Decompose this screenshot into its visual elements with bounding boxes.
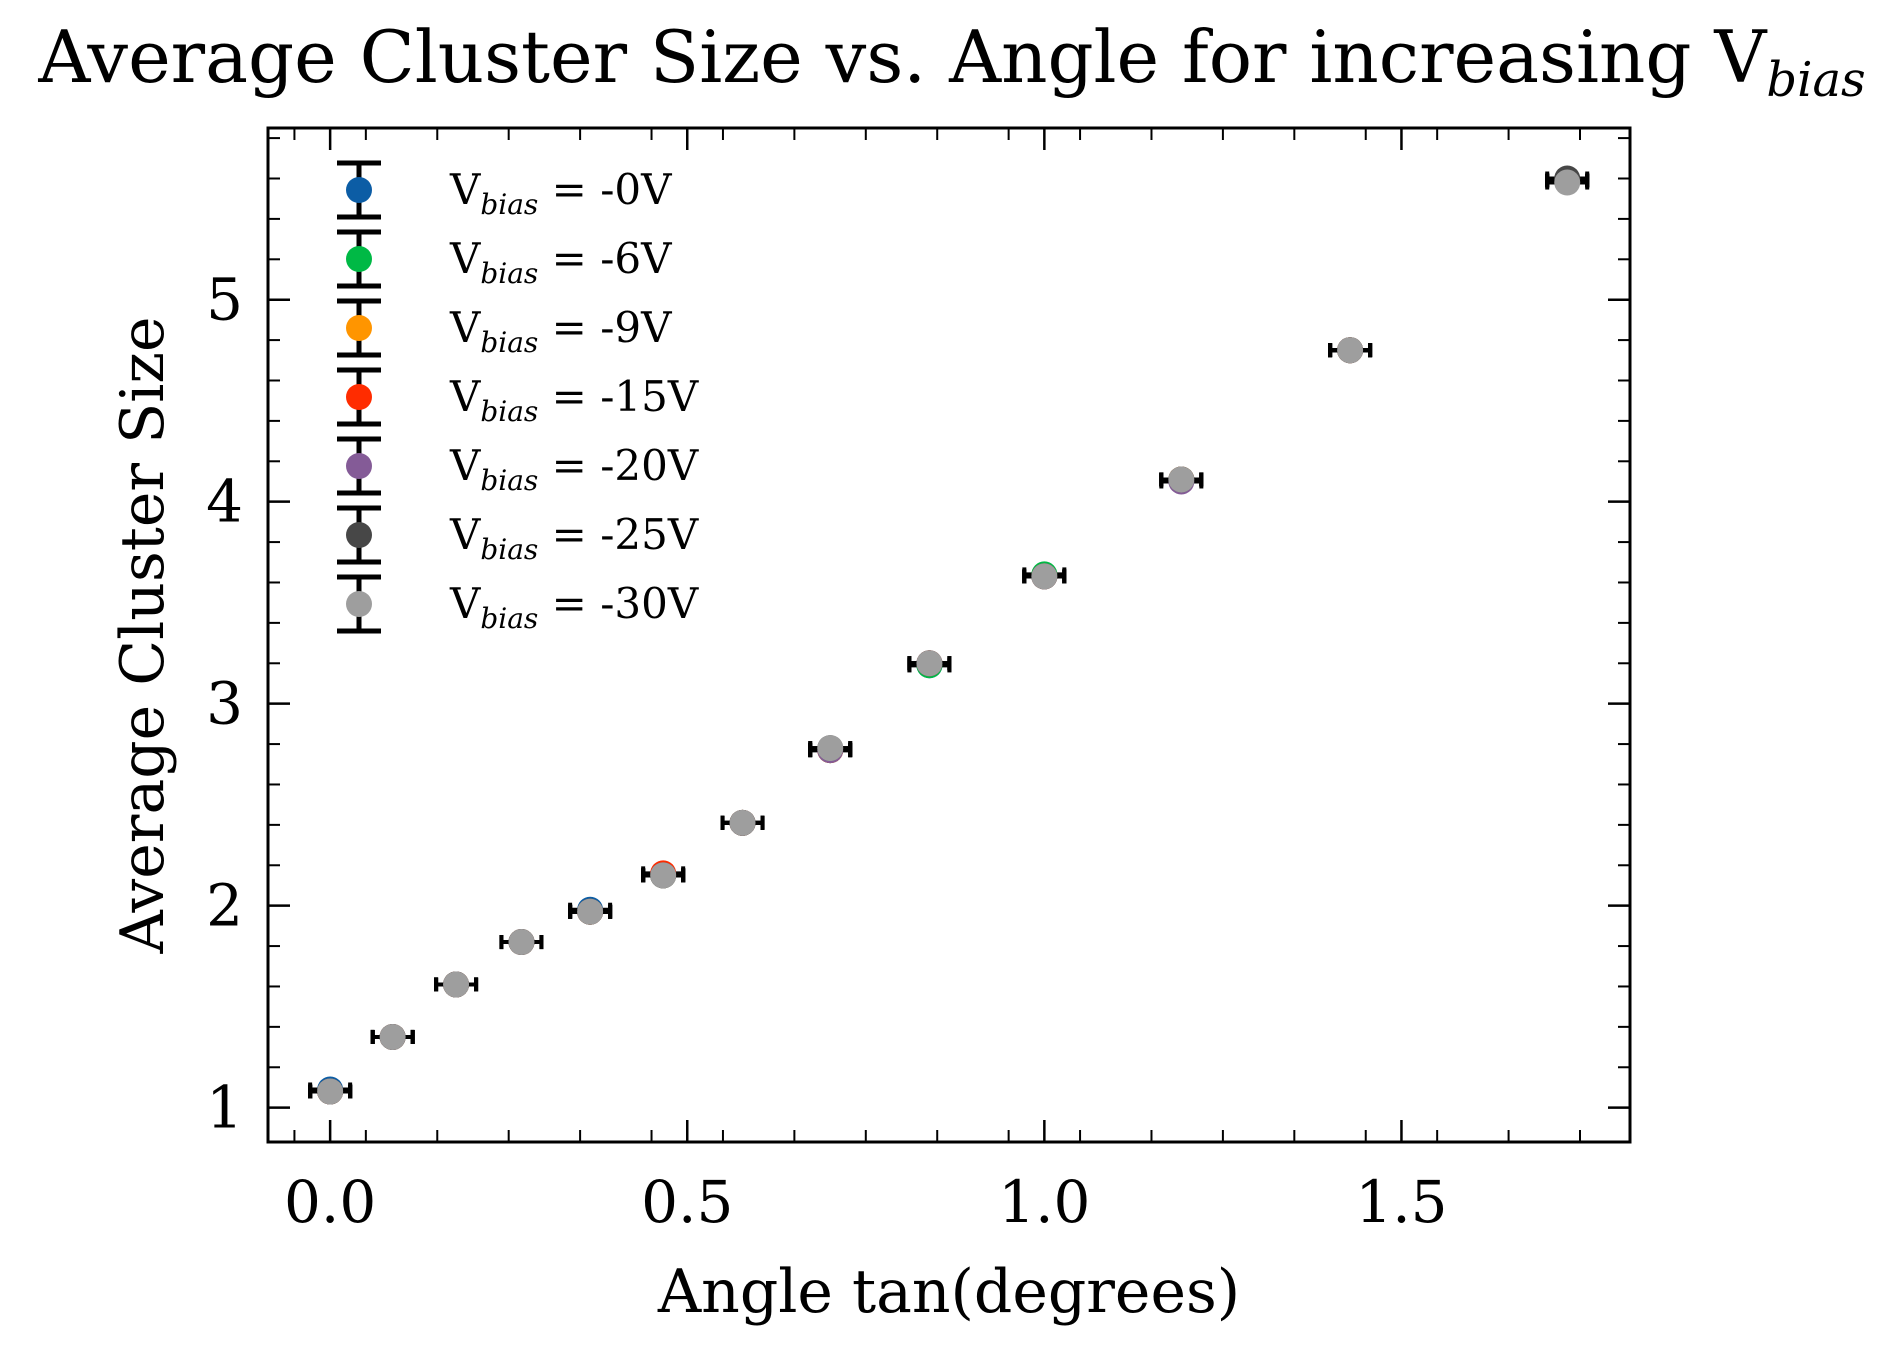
tick-labels: 0.0 0.5 1.0 1.5 1 2 3 4 5 <box>206 266 1447 1236</box>
legend-label-main: V <box>449 441 481 490</box>
x-tick-label: 1.5 <box>1355 1168 1447 1236</box>
x-axis-label: Angle tan(degrees) <box>657 1257 1240 1327</box>
legend-entry: Vbias = -0V <box>337 160 672 221</box>
data-point <box>577 898 604 925</box>
legend-marker <box>346 384 372 410</box>
legend-label-subscript: bias <box>480 602 538 635</box>
legend-entry: Vbias = -30V <box>337 574 699 635</box>
legend-label-main: V <box>449 234 481 283</box>
legend-label-subscript: bias <box>480 464 538 497</box>
series-4 <box>308 167 1590 1105</box>
legend-marker <box>346 522 372 548</box>
legend-label-main: V <box>449 372 481 421</box>
series-0 <box>308 167 1590 1103</box>
legend-marker <box>346 246 372 272</box>
data-point <box>1337 337 1364 364</box>
legend-label-suffix: = -15V <box>538 372 699 421</box>
axes-frame <box>266 126 1632 1144</box>
legend-label: Vbias = -30V <box>449 579 699 635</box>
legend-label-main: V <box>449 303 481 352</box>
data-point <box>817 735 844 762</box>
legend-label-subscript: bias <box>480 326 538 359</box>
chart-title-main: Average Cluster Size vs. Angle for incre… <box>37 15 1768 99</box>
legend-entry: Vbias = -9V <box>337 298 672 359</box>
legend-label-main: V <box>449 165 481 214</box>
legend-label-suffix: = -0V <box>538 165 672 214</box>
x-tick-label: 0.5 <box>641 1168 733 1236</box>
y-tick-label: 5 <box>206 266 243 334</box>
data-point <box>317 1078 344 1105</box>
series-layer <box>308 165 1590 1105</box>
y-tick-label: 2 <box>206 872 243 940</box>
series-1 <box>308 167 1590 1105</box>
data-point <box>443 971 470 998</box>
y-tick-label: 3 <box>206 670 243 738</box>
plot-area: 0.0 0.5 1.0 1.5 1 2 3 4 5 <box>206 126 1632 1236</box>
y-tick-label: 4 <box>206 468 243 536</box>
x-tick-label: 0.0 <box>284 1168 376 1236</box>
legend-entry: Vbias = -6V <box>337 229 672 290</box>
data-point <box>1554 169 1581 196</box>
legend-label: Vbias = -6V <box>449 234 672 290</box>
legend-label-suffix: = -6V <box>538 234 672 283</box>
legend-marker <box>346 177 372 203</box>
legend-marker <box>346 315 372 341</box>
y-axis-label: Average Cluster Size <box>108 316 178 954</box>
series-3 <box>308 167 1590 1105</box>
legend-label: Vbias = -9V <box>449 303 672 359</box>
data-point <box>379 1023 406 1050</box>
legend-label-suffix: = -20V <box>538 441 699 490</box>
legend-label: Vbias = -20V <box>449 441 699 497</box>
legend-label-suffix: = -9V <box>538 303 672 352</box>
legend-label-main: V <box>449 579 481 628</box>
data-point <box>1031 563 1058 590</box>
data-point <box>508 929 535 956</box>
y-tick-label: 1 <box>206 1074 243 1142</box>
legend-label-subscript: bias <box>480 188 538 221</box>
legend-label-subscript: bias <box>480 395 538 428</box>
legend-marker <box>346 453 372 479</box>
legend-entry: Vbias = -25V <box>337 505 699 566</box>
data-point <box>650 862 677 889</box>
major-ticks <box>268 128 1630 1142</box>
legend-label-subscript: bias <box>480 257 538 290</box>
legend-label: Vbias = -15V <box>449 372 699 428</box>
chart-title: Average Cluster Size vs. Angle for incre… <box>37 15 1865 108</box>
series-2 <box>308 167 1590 1105</box>
data-point <box>729 809 756 836</box>
legend-label: Vbias = -0V <box>449 165 672 221</box>
data-point <box>916 650 943 677</box>
legend-label-subscript: bias <box>480 533 538 566</box>
legend-entry: Vbias = -15V <box>337 367 699 428</box>
legend-label-suffix: = -25V <box>538 510 699 559</box>
series-6 <box>308 169 1590 1105</box>
legend-label: Vbias = -25V <box>449 510 699 566</box>
legend-entry: Vbias = -20V <box>337 436 699 497</box>
legend-label-suffix: = -30V <box>538 579 699 628</box>
chart-title-subscript: bias <box>1766 52 1865 108</box>
data-point <box>1168 466 1195 493</box>
x-tick-label: 1.0 <box>998 1168 1090 1236</box>
minor-ticks <box>268 128 1630 1142</box>
series-5 <box>308 165 1590 1105</box>
legend-marker <box>346 591 372 617</box>
legend-label-main: V <box>449 510 481 559</box>
